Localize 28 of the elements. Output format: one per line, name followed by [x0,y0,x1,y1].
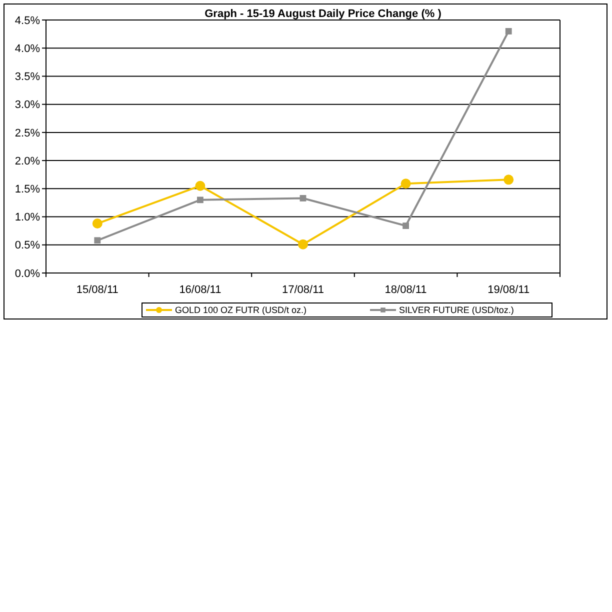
y-tick-label: 3.0% [14,99,40,112]
y-tick-label: 3.5% [14,71,40,84]
x-tick-label: 19/08/11 [488,284,530,296]
x-tick-label: 18/08/11 [384,284,427,296]
y-tick-label: 0.5% [14,240,40,252]
y-tick-label: 4.0% [14,42,40,55]
chart-title: Graph - 15-19 August Daily Price Change (% ) [204,8,442,20]
point [504,174,514,185]
point [197,196,204,204]
point [94,237,101,244]
y-tick-label: 2.0% [14,155,40,168]
x-tick-label: 15/08/11 [76,284,118,296]
y-tick-label: 1.5% [14,184,40,196]
point [195,180,206,191]
legend-label: SILVER FUTURE (USD/toz.) [399,305,514,316]
y-tick-label: 2.5% [14,127,40,140]
x-tick-label: 17/08/11 [282,284,324,296]
point [92,218,102,229]
y-tick-label: 4.5% [14,14,40,27]
legend-label: GOLD 100 OZ FUTR (USD/t oz.) [175,305,307,316]
point [402,222,409,229]
point [300,195,306,202]
point [298,239,308,250]
point [400,178,411,189]
y-tick-label: 0.0% [14,268,40,280]
y-tick-label: 1.0% [14,212,40,224]
point [505,28,512,34]
x-tick-label: 16/08/11 [179,284,222,296]
